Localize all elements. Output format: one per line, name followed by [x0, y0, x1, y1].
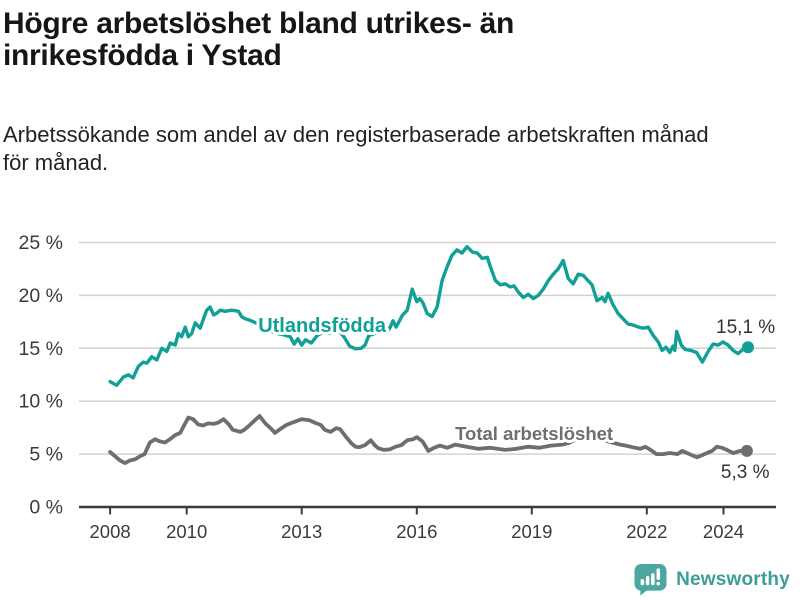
series-end-dot-utlandsfodda	[742, 341, 754, 354]
page-title: Högre arbetslöshet bland utrikes- än inr…	[3, 7, 514, 72]
y-tick-label: 15 %	[19, 338, 63, 360]
x-tick-label: 2019	[511, 521, 552, 542]
series-end-dot-total	[740, 444, 753, 457]
series-line-total	[108, 414, 749, 466]
x-tick-label: 2013	[281, 521, 322, 542]
series-label-utlandsfodda: Utlandsfödda	[258, 315, 387, 337]
page-subtitle: Arbetssökande som andel av den registerb…	[3, 122, 709, 175]
x-tick-label: 2022	[626, 521, 667, 542]
x-tick-label: 2024	[703, 521, 744, 542]
x-tick-label: 2010	[166, 521, 207, 542]
series-line-utlandsfodda	[108, 244, 750, 387]
y-tick-label: 20 %	[19, 285, 63, 307]
y-tick-label: 25 %	[19, 232, 63, 254]
newsworthy-logo-icon	[634, 563, 667, 596]
y-tick-label: 0 %	[29, 497, 63, 519]
x-tick-label: 2016	[396, 521, 437, 542]
end-value-label-total: 5,3 %	[721, 462, 770, 483]
brand-name: Newsworthy	[676, 568, 790, 590]
y-tick-label: 5 %	[29, 444, 63, 466]
end-value-label-utlandsfodda: 15,1 %	[716, 317, 775, 338]
x-tick-label: 2008	[90, 521, 131, 542]
series-label-total: Total arbetslöshet	[455, 423, 613, 444]
brand-footer: Newsworthy	[634, 563, 790, 596]
y-tick-label: 10 %	[19, 391, 63, 413]
